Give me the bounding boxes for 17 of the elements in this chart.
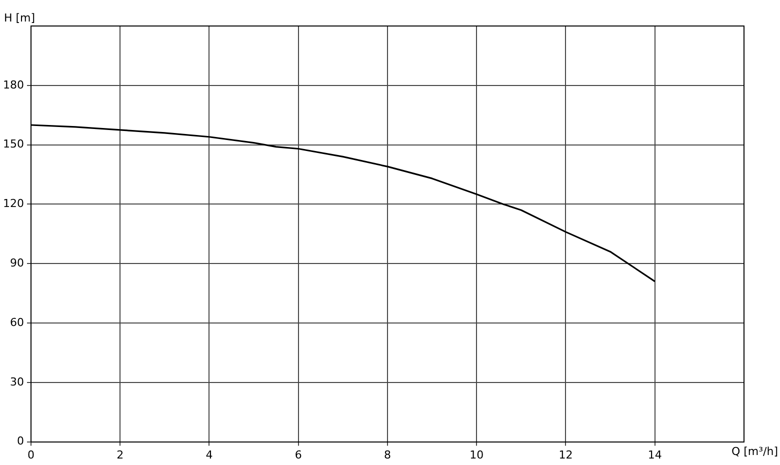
y-tick-label: 180 bbox=[2, 78, 24, 92]
y-axis-title: H [m] bbox=[4, 11, 36, 24]
x-tick-label: 6 bbox=[294, 448, 302, 462]
y-tick-label: 90 bbox=[10, 256, 24, 270]
y-tick-label: 0 bbox=[16, 434, 24, 448]
x-tick-label: 2 bbox=[116, 448, 124, 462]
x-tick-label: 14 bbox=[648, 448, 662, 462]
y-tick-label: 30 bbox=[10, 375, 24, 388]
x-axis-title: Q [m³/h] bbox=[731, 445, 778, 458]
x-tick-label: 4 bbox=[206, 448, 213, 462]
y-tick-label: 150 bbox=[2, 138, 24, 151]
x-tick-label: 8 bbox=[384, 448, 391, 462]
x-tick-label: 10 bbox=[470, 448, 484, 462]
y-tick-label: 60 bbox=[10, 316, 24, 329]
x-tick-label: 12 bbox=[558, 448, 573, 462]
y-tick-label: 120 bbox=[2, 197, 24, 210]
x-tick-label: 0 bbox=[27, 448, 34, 462]
